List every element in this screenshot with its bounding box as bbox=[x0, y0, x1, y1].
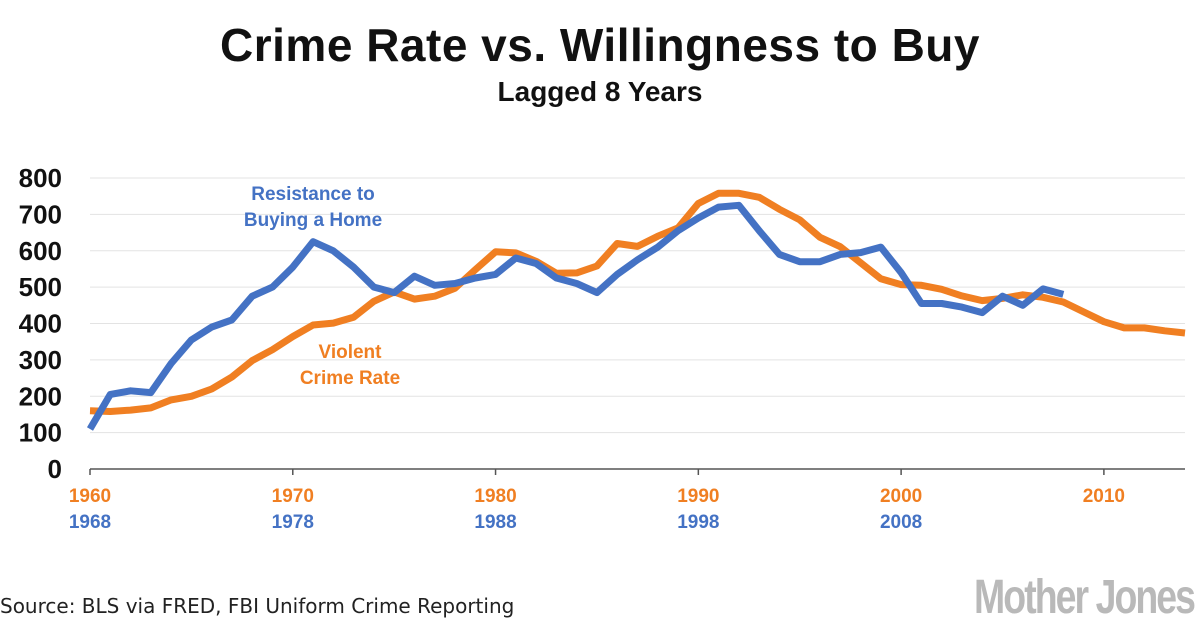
series-line-resistance bbox=[86, 201, 1065, 431]
x-tick-label-crime: 2000 bbox=[880, 486, 922, 507]
x-tick-label-crime: 1970 bbox=[272, 486, 314, 507]
series-label-resistance: Resistance to bbox=[251, 184, 375, 205]
x-tick-label-resistance: 2008 bbox=[880, 512, 922, 533]
x-tick-label-crime: 2010 bbox=[1083, 486, 1125, 507]
x-tick-label-resistance: 1988 bbox=[474, 512, 516, 533]
series-label-violent-crime: Violent bbox=[319, 342, 383, 363]
y-tick-label: 200 bbox=[19, 381, 62, 411]
series-label-resistance: Buying a Home bbox=[244, 210, 382, 231]
chart-subtitle: Lagged 8 Years bbox=[497, 76, 703, 107]
x-tick-label-resistance: 1998 bbox=[677, 512, 719, 533]
y-tick-label: 800 bbox=[19, 163, 62, 193]
x-tick-label-crime: 1980 bbox=[474, 486, 516, 507]
y-tick-label: 300 bbox=[19, 345, 62, 375]
y-tick-label: 500 bbox=[19, 272, 62, 302]
x-tick-label-crime: 1960 bbox=[69, 486, 111, 507]
mother-jones-logo: Mother Jones bbox=[974, 571, 1196, 624]
x-tick-label-crime: 1990 bbox=[677, 486, 719, 507]
x-tick-label-resistance: 1968 bbox=[69, 512, 111, 533]
series-label-violent-crime: Crime Rate bbox=[300, 368, 400, 389]
y-tick-label: 100 bbox=[19, 418, 62, 448]
source-note: Source: BLS via FRED, FBI Uniform Crime … bbox=[0, 594, 515, 618]
x-tick-label-resistance: 1978 bbox=[272, 512, 314, 533]
y-tick-label: 0 bbox=[48, 454, 62, 484]
y-tick-label: 400 bbox=[19, 309, 62, 339]
chart-title: Crime Rate vs. Willingness to Buy bbox=[220, 19, 980, 71]
y-tick-label: 600 bbox=[19, 236, 62, 266]
y-tick-label: 700 bbox=[19, 199, 62, 229]
